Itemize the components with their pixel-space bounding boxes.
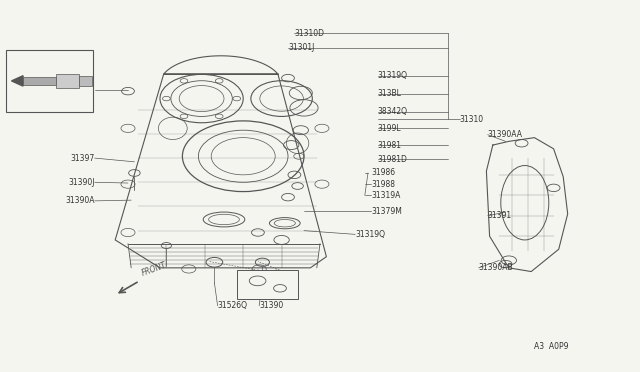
Text: 31988: 31988 bbox=[371, 180, 396, 189]
Text: 31390AB: 31390AB bbox=[479, 263, 513, 272]
Bar bbox=[6, 50, 93, 112]
Text: FRONT: FRONT bbox=[141, 260, 168, 278]
Text: A3  A0P9: A3 A0P9 bbox=[534, 342, 569, 351]
Text: 31319Q: 31319Q bbox=[355, 230, 385, 239]
Bar bbox=[237, 270, 298, 299]
Bar bbox=[23, 77, 56, 85]
Text: 31981: 31981 bbox=[378, 141, 402, 150]
Text: 31319Q: 31319Q bbox=[378, 71, 408, 80]
Text: 31301J: 31301J bbox=[288, 43, 314, 52]
Text: 31390AA: 31390AA bbox=[488, 130, 523, 139]
Text: 31981D: 31981D bbox=[378, 155, 408, 164]
Text: 31397: 31397 bbox=[70, 154, 95, 163]
Text: 3199L: 3199L bbox=[378, 124, 401, 133]
Text: C1335: C1335 bbox=[27, 56, 51, 65]
Text: 313BL: 313BL bbox=[378, 89, 401, 98]
Text: 31310: 31310 bbox=[460, 115, 484, 124]
Text: 315260A: 315260A bbox=[60, 86, 95, 94]
Bar bbox=[56, 74, 79, 88]
Text: 31390J: 31390J bbox=[68, 178, 95, 187]
Text: 31394E: 31394E bbox=[252, 282, 280, 291]
Text: 31526Q: 31526Q bbox=[218, 301, 248, 310]
Text: 38342Q: 38342Q bbox=[378, 107, 408, 116]
Text: 31986: 31986 bbox=[371, 169, 396, 177]
Text: 31310D: 31310D bbox=[294, 29, 324, 38]
Text: 31391: 31391 bbox=[488, 211, 512, 220]
Bar bbox=[79, 76, 92, 86]
Text: 31379M: 31379M bbox=[371, 207, 402, 216]
Text: 31394: 31394 bbox=[252, 272, 276, 280]
Text: 31390A: 31390A bbox=[65, 196, 95, 205]
Text: 31390: 31390 bbox=[259, 301, 284, 310]
Text: 31319A: 31319A bbox=[371, 191, 401, 200]
Polygon shape bbox=[12, 76, 23, 86]
